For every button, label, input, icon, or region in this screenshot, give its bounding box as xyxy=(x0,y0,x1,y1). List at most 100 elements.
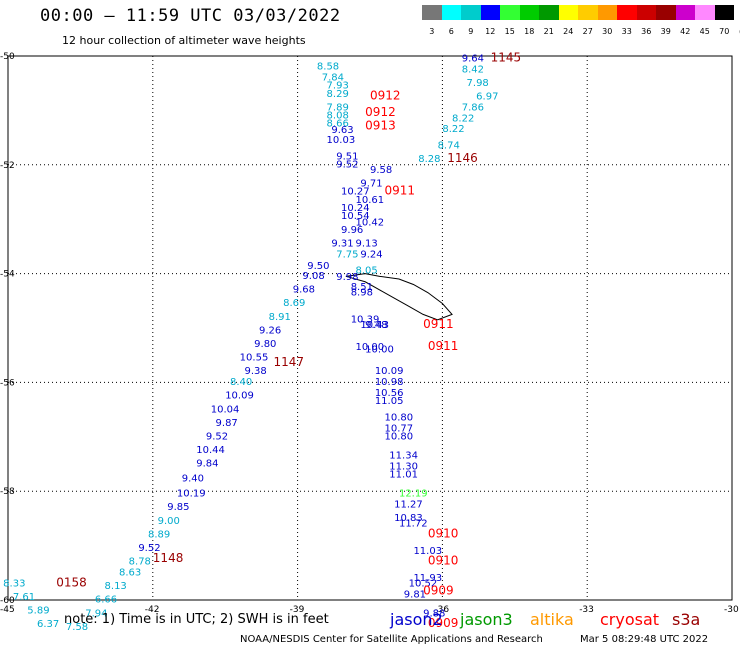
scale-tick-label: 6 xyxy=(448,27,454,36)
scale-tick-label: 3 xyxy=(429,27,435,36)
wave-height-label: 10.83 xyxy=(394,513,423,524)
footer-note: note: 1) Time is in UTC; 2) SWH is in fe… xyxy=(64,612,329,627)
scale-swatch xyxy=(422,5,442,20)
wave-height-label: 6.66 xyxy=(95,595,117,606)
wave-height-label: 9.51 xyxy=(336,151,358,162)
satellite-label-altika: altika xyxy=(530,610,574,629)
time-label: 0910 xyxy=(428,526,459,540)
time-label: 1148 xyxy=(153,551,184,565)
scale-tick-label: 21 xyxy=(543,27,554,36)
lon-axis-label: -36 xyxy=(434,605,449,615)
time-label: 0158 xyxy=(56,575,87,589)
wave-height-label: 9.81 xyxy=(404,589,426,600)
scale-tick-label: 18 xyxy=(524,27,535,36)
wave-height-label: 8.89 xyxy=(148,529,170,540)
scale-tick-label: 24 xyxy=(563,27,574,36)
time-label: 0909 xyxy=(423,584,454,598)
wave-height-label: 8.51 xyxy=(351,282,373,293)
wave-height-label: 9.64 xyxy=(462,53,484,64)
wave-height-label: 10.00 xyxy=(365,344,394,355)
wave-height-label: 8.69 xyxy=(283,298,305,309)
satellite-label-jason3: jason3 xyxy=(460,610,513,629)
scale-swatch xyxy=(617,5,637,20)
wave-height-label: 7.89 xyxy=(327,102,349,113)
wave-height-label: 8.66 xyxy=(327,119,349,130)
satellite-label-cryosat: cryosat xyxy=(600,610,660,629)
wave-height-label: 9.52 xyxy=(138,543,160,554)
wave-height-label: 7.93 xyxy=(327,81,349,92)
satellite-label-jason2: jason2 xyxy=(390,610,443,629)
time-label: 0913 xyxy=(365,118,396,132)
wave-height-label: 10.09 xyxy=(375,366,404,377)
time-label: 0912 xyxy=(370,89,401,103)
lat-axis-label: -50 xyxy=(0,52,15,62)
wave-height-label: 11.72 xyxy=(399,519,428,530)
wave-height-label: 8.74 xyxy=(438,140,460,151)
wave-height-label: 7.58 xyxy=(66,622,88,633)
wave-height-label: 9.26 xyxy=(259,325,281,336)
wave-height-label: 8.98 xyxy=(351,287,373,298)
wave-height-label: 7.61 xyxy=(13,592,35,603)
wave-height-label: 8.91 xyxy=(269,312,291,323)
scale-tick-label: 27 xyxy=(582,27,593,36)
south-georgia-coastline xyxy=(345,273,453,321)
scale-tick-label: 45 xyxy=(699,27,710,36)
wave-height-label: 10.56 xyxy=(375,388,404,399)
wave-height-label: 8.28 xyxy=(418,154,440,165)
wave-height-label: 10.52 xyxy=(409,578,438,589)
wave-height-label: 10.03 xyxy=(327,135,356,146)
wave-height-label: 9.38 xyxy=(245,366,267,377)
time-label: 1145 xyxy=(491,50,522,64)
scale-tick-label: 36 xyxy=(641,27,652,36)
time-label: 0910 xyxy=(428,554,459,568)
credit-text: NOAA/NESDIS Center for Satellite Applica… xyxy=(240,634,543,645)
generated-timestamp: Mar 5 08:29:48 UTC 2022 xyxy=(580,634,709,645)
wave-height-label: 8.22 xyxy=(452,113,474,124)
satellite-label-s3a: s3a xyxy=(672,610,701,629)
scale-swatch xyxy=(695,5,715,20)
wave-height-label: 9.08 xyxy=(302,271,324,282)
scale-swatch xyxy=(578,5,598,20)
time-label: 1146 xyxy=(447,151,478,165)
wave-height-label: 10.04 xyxy=(211,404,240,415)
scale-tick-label: 30 xyxy=(602,27,613,36)
scale-swatch xyxy=(519,5,539,20)
lat-axis-label: -56 xyxy=(0,378,15,388)
wave-height-label: 11.27 xyxy=(394,500,423,511)
wave-height-label: 9.88 xyxy=(423,608,445,619)
scale-tick-label: 12 xyxy=(485,27,496,36)
wave-height-label: 10.80 xyxy=(384,432,413,443)
wave-height-label: 9.80 xyxy=(254,339,276,350)
wave-height-label: 7.86 xyxy=(462,102,484,113)
wave-height-label: 11.01 xyxy=(389,470,418,481)
scale-swatch xyxy=(656,5,676,20)
wave-height-label: 11.34 xyxy=(389,451,418,462)
wave-height-label: 8.58 xyxy=(317,62,339,73)
lat-axis-label: -58 xyxy=(0,487,15,497)
wave-height-label: 8.40 xyxy=(230,377,252,388)
scale-unit-label: (ft) xyxy=(736,27,740,36)
wave-height-label: 10.42 xyxy=(356,218,385,229)
map-subtitle: 12 hour collection of altimeter wave hei… xyxy=(62,34,306,47)
scale-swatch xyxy=(675,5,695,20)
wave-height-label: 11.03 xyxy=(413,546,442,557)
wave-height-label: 9.58 xyxy=(370,165,392,176)
wave-height-label: 9.96 xyxy=(341,225,363,236)
map-title: 00:00 – 11:59 UTC 03/03/2022 xyxy=(40,6,341,26)
wave-height-label: 9.13 xyxy=(356,238,378,249)
wave-height-label: 8.63 xyxy=(119,568,141,579)
scale-swatch xyxy=(636,5,656,20)
wave-height-label: 10.55 xyxy=(240,353,269,364)
lon-axis-label: -30 xyxy=(724,605,739,615)
lon-axis-label: -33 xyxy=(579,605,594,615)
wave-height-label: 10.24 xyxy=(341,203,370,214)
lon-axis-label: -42 xyxy=(145,605,160,615)
wave-height-label: 10.39 xyxy=(351,315,380,326)
wave-height-label: 8.42 xyxy=(462,64,484,75)
wave-height-label: 7.84 xyxy=(322,72,344,83)
scale-swatch xyxy=(461,5,481,20)
wave-height-label: 8.29 xyxy=(327,89,349,100)
wave-height-label: 10.43 xyxy=(360,320,389,331)
lat-axis-label: -52 xyxy=(0,161,15,171)
